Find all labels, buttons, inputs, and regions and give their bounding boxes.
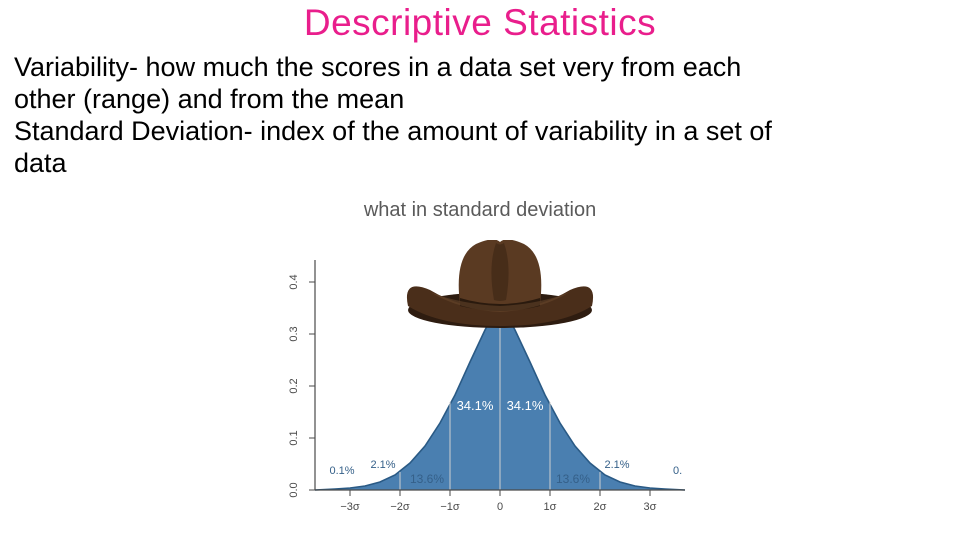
svg-text:34.1%: 34.1%	[507, 398, 544, 413]
body-line-2: other (range) and from the mean	[14, 84, 404, 114]
x-tick-labels: −3σ −2σ −1σ 0 1σ 2σ 3σ	[340, 501, 656, 513]
svg-text:0.1: 0.1	[288, 430, 300, 445]
svg-text:−3σ: −3σ	[340, 501, 360, 513]
svg-text:0.0: 0.0	[288, 482, 300, 497]
y-ticks	[309, 282, 315, 490]
svg-text:13.6%: 13.6%	[556, 472, 590, 486]
svg-text:0: 0	[497, 501, 503, 513]
svg-text:2σ: 2σ	[594, 501, 607, 513]
body-line-3: Standard Deviation- index of the amount …	[14, 116, 772, 146]
svg-text:0.: 0.	[673, 465, 682, 477]
svg-text:0.2: 0.2	[288, 378, 300, 393]
body-line-1: Variability- how much the scores in a da…	[14, 52, 741, 82]
body-text: Variability- how much the scores in a da…	[14, 52, 946, 179]
svg-text:1σ: 1σ	[544, 501, 557, 513]
y-tick-labels: 0.0 0.1 0.2 0.3 0.4	[288, 274, 300, 497]
chart-caption: what in standard deviation	[0, 199, 960, 222]
svg-text:34.1%: 34.1%	[457, 398, 494, 413]
svg-text:2.1%: 2.1%	[370, 459, 395, 471]
svg-text:−1σ: −1σ	[440, 501, 460, 513]
x-ticks	[350, 490, 650, 496]
body-line-4: data	[14, 148, 67, 178]
svg-text:3σ: 3σ	[644, 501, 657, 513]
bell-curve-chart: −3σ −2σ −1σ 0 1σ 2σ 3σ 0.0 0.1 0.2 0.3	[255, 240, 705, 520]
slide: Descriptive Statistics Variability- how …	[0, 0, 960, 540]
svg-text:13.6%: 13.6%	[410, 472, 444, 486]
svg-text:2.1%: 2.1%	[604, 459, 629, 471]
svg-text:0.1%: 0.1%	[329, 465, 354, 477]
svg-text:0.4: 0.4	[288, 274, 300, 289]
svg-text:−2σ: −2σ	[390, 501, 410, 513]
page-title: Descriptive Statistics	[0, 2, 960, 44]
svg-text:0.3: 0.3	[288, 326, 300, 341]
cowboy-hat-icon	[407, 240, 593, 328]
